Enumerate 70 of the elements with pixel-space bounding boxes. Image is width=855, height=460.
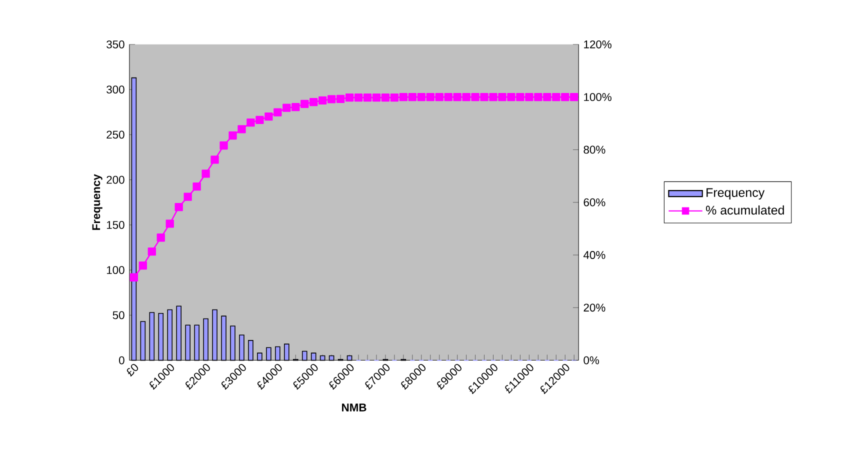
point — [174, 203, 183, 212]
x-tick-label: £0 — [126, 364, 138, 377]
point — [166, 220, 174, 228]
point — [336, 94, 345, 103]
y-tick-label: 150 — [106, 220, 124, 229]
y-tick-label: 50 — [112, 311, 124, 320]
point — [525, 92, 534, 102]
x-axis-title: NMB — [342, 404, 366, 412]
y2-tick-label: 40% — [583, 251, 606, 259]
y-tick-label: 200 — [106, 176, 124, 184]
point — [363, 94, 372, 102]
point — [228, 131, 237, 140]
point — [561, 92, 570, 102]
point — [148, 248, 156, 256]
point — [138, 261, 147, 270]
point — [292, 102, 300, 112]
point — [156, 234, 165, 242]
y-tick-label: 350 — [106, 40, 124, 48]
point — [435, 92, 444, 102]
point — [354, 94, 363, 102]
y2-tick-label: 60% — [584, 198, 606, 206]
point — [408, 92, 416, 102]
point — [202, 170, 210, 178]
point — [274, 108, 282, 116]
y-axis-title: Frequency — [92, 174, 102, 230]
point — [489, 92, 498, 102]
point — [471, 92, 480, 102]
point — [399, 92, 408, 102]
point — [570, 92, 578, 102]
y2-tick-label: 0% — [584, 356, 600, 364]
y2-tick-label: 80% — [584, 146, 606, 154]
point — [345, 94, 354, 102]
point — [498, 92, 506, 102]
legend-label: % acumulated — [706, 205, 784, 215]
point — [453, 92, 462, 102]
y2-tick-label: 100% — [584, 93, 612, 102]
point — [462, 92, 470, 102]
point — [552, 92, 560, 102]
point — [417, 92, 426, 102]
point — [256, 116, 264, 124]
point — [310, 98, 318, 106]
y-tick-label: 250 — [106, 130, 124, 139]
point — [192, 182, 201, 191]
y-tick-label: 300 — [106, 86, 124, 94]
point — [390, 94, 399, 102]
point — [264, 112, 273, 121]
point — [318, 96, 327, 105]
point — [246, 118, 255, 127]
point — [184, 192, 192, 201]
y-tick-label: 0 — [119, 356, 124, 364]
point — [444, 92, 452, 102]
point — [381, 94, 390, 102]
y2-tick-label: 20% — [584, 304, 606, 312]
point — [516, 92, 524, 102]
point — [426, 92, 434, 102]
legend-label: Frequency — [706, 188, 765, 200]
point — [480, 92, 488, 102]
point — [327, 95, 336, 104]
y2-tick-label: 120% — [584, 40, 612, 48]
point — [507, 92, 516, 102]
point — [282, 104, 291, 112]
point — [220, 141, 228, 150]
point — [372, 94, 381, 102]
point — [534, 92, 542, 102]
y-tick-label: 100 — [106, 266, 124, 274]
point — [130, 273, 138, 282]
point — [238, 125, 246, 134]
point — [210, 156, 219, 164]
point — [543, 92, 552, 102]
point — [300, 100, 309, 108]
